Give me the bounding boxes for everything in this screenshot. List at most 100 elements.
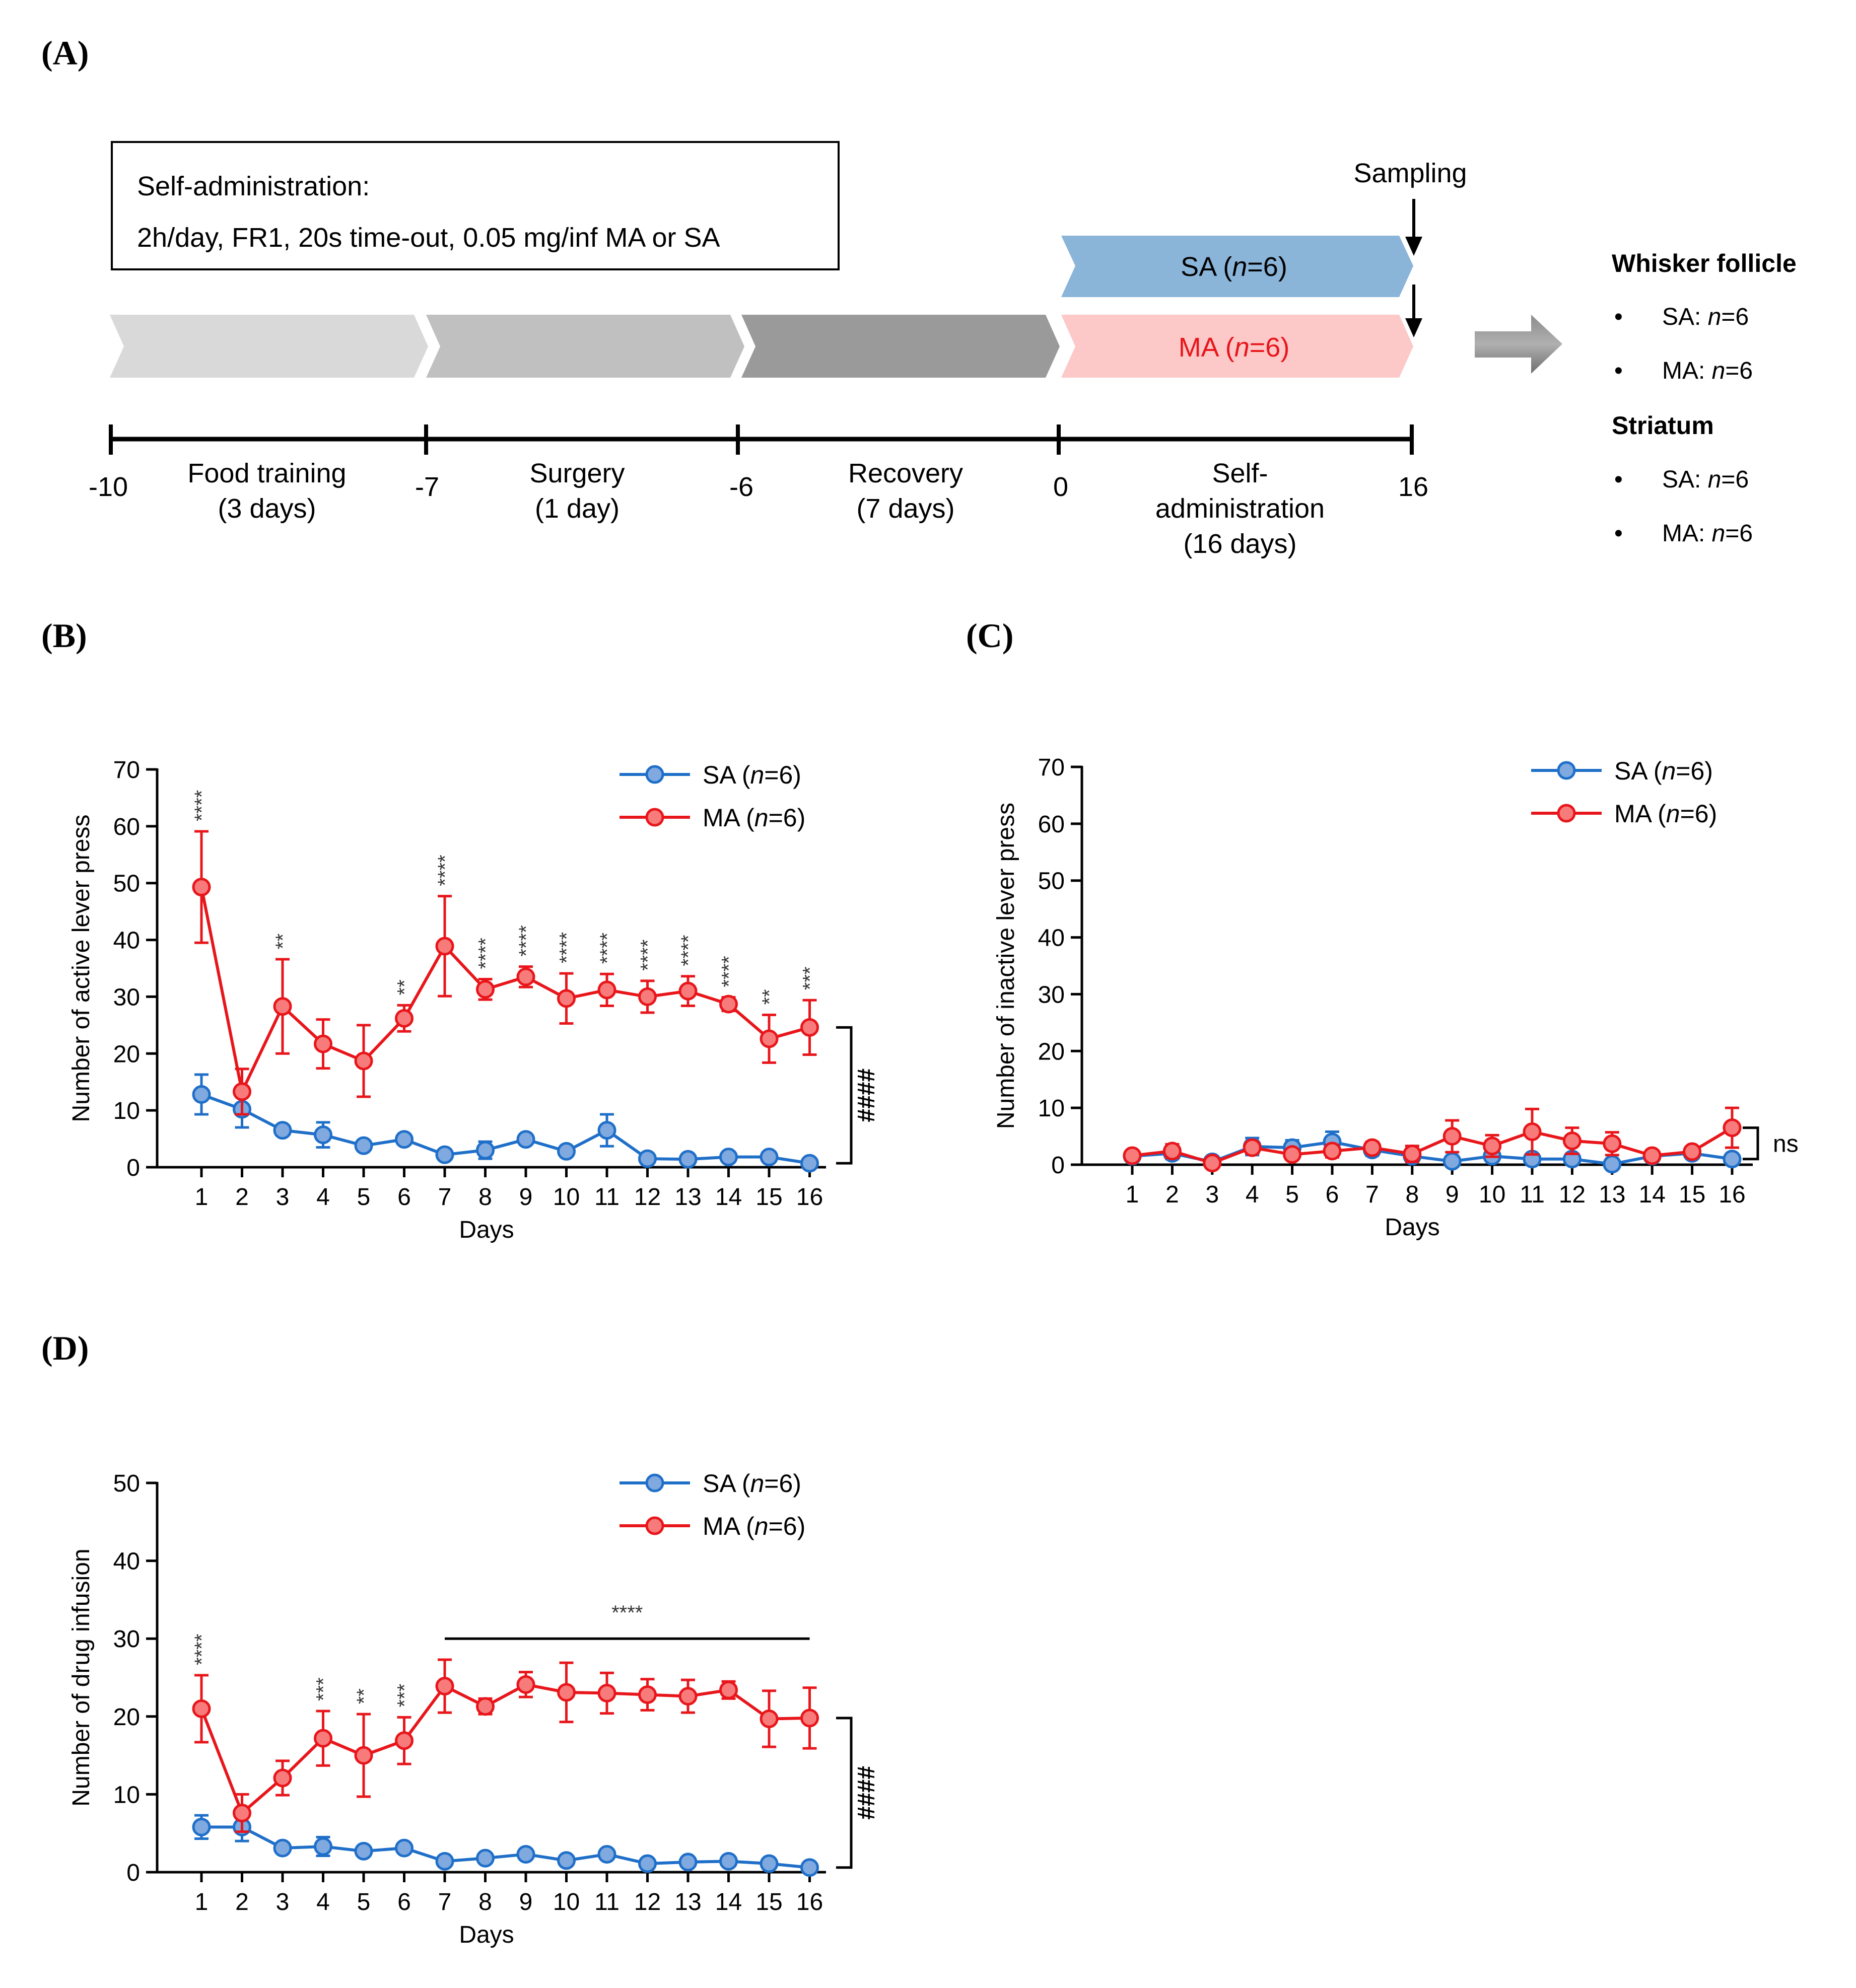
legend-sa-label: SA (n=6) <box>703 1469 801 1498</box>
to-sampling-arrow-icon <box>1475 315 1562 374</box>
x-tick-label: 3 <box>276 1889 290 1915</box>
y-tick-label: 0 <box>126 1155 140 1181</box>
ma-data-point <box>1642 1146 1662 1165</box>
phase-duration: (7 days) <box>856 493 954 524</box>
x-tick-label: 11 <box>1520 1181 1545 1208</box>
significance-stars: **** <box>718 956 740 987</box>
x-tick-label: 1 <box>195 1184 209 1211</box>
sa-data-point <box>719 1148 738 1167</box>
phase-duration: (1 day) <box>535 493 620 524</box>
y-tick-label: 70 <box>1038 754 1065 781</box>
ma-data-point <box>760 1709 779 1728</box>
sample-group-title: Striatum <box>1612 411 1714 440</box>
legend-sa-label: SA (n=6) <box>1614 757 1713 785</box>
ma-data-point <box>719 995 738 1014</box>
sampling-label: Sampling <box>1353 158 1467 188</box>
ma-arrow-label: MA (n=6) <box>1179 332 1290 363</box>
sa-data-point <box>597 1121 616 1140</box>
panel-label: (D) <box>41 1329 89 1367</box>
y-tick-label: 40 <box>113 1548 140 1575</box>
significance-stars: *** <box>313 1677 335 1701</box>
sample-count: SA: n=6 <box>1662 304 1749 330</box>
ma-data-point <box>395 1009 414 1028</box>
phase-label: Surgery <box>529 458 625 488</box>
sa-data-point <box>476 1849 495 1868</box>
x-tick-label: 9 <box>1446 1181 1459 1208</box>
ma-data-point <box>557 989 576 1008</box>
timeline <box>109 424 1414 455</box>
x-tick-label: 11 <box>594 1889 620 1915</box>
ma-data-point <box>273 1768 292 1788</box>
y-tick-label: 40 <box>113 928 140 954</box>
x-tick-label: 2 <box>235 1889 249 1915</box>
ma-data-point <box>1162 1142 1182 1161</box>
x-tick-label: 15 <box>1679 1181 1705 1208</box>
legend-sa-marker <box>645 765 664 784</box>
x-tick-label: 13 <box>674 1889 701 1915</box>
panel-label: (B) <box>41 616 87 655</box>
sa-data-point <box>192 1817 211 1836</box>
ma-data-point <box>314 1034 332 1053</box>
x-tick-label: 10 <box>553 1889 580 1915</box>
legend-ma-marker <box>645 1516 664 1535</box>
x-tick-label: 2 <box>1165 1181 1179 1208</box>
significance-stars: ** <box>353 1688 375 1704</box>
y-tick-label: 50 <box>113 871 140 897</box>
sa-data-point <box>1442 1152 1462 1171</box>
y-tick-label: 50 <box>113 1470 140 1497</box>
legend-ma-label: MA (n=6) <box>703 1512 805 1540</box>
x-tick-label: 6 <box>397 1889 411 1915</box>
ma-data-point <box>233 1082 251 1101</box>
ma-data-point <box>638 987 657 1006</box>
sampling-arrow-down-icon <box>1405 199 1422 256</box>
legend-sa-marker <box>645 1473 664 1493</box>
x-tick-label: 10 <box>553 1184 580 1211</box>
significance-stars: **** <box>191 790 213 821</box>
phase-arrow-food-training <box>110 315 428 378</box>
significance-stars: **** <box>677 935 700 966</box>
x-tick-label: 14 <box>715 1889 742 1915</box>
x-tick-label: 16 <box>796 1889 823 1915</box>
significance-stars: **** <box>515 925 537 956</box>
significance-stars: ** <box>272 934 294 949</box>
protocol-box <box>111 141 840 270</box>
x-tick-label: 13 <box>1599 1181 1625 1208</box>
ma-data-point <box>800 1018 819 1037</box>
ma-data-point <box>1123 1146 1142 1165</box>
bullet: • <box>1614 520 1623 547</box>
ma-data-point <box>1442 1127 1462 1146</box>
x-tick-label: 9 <box>519 1184 533 1211</box>
ma-data-point <box>476 1697 495 1716</box>
y-tick-label: 0 <box>126 1860 140 1886</box>
ma-data-point <box>314 1729 332 1748</box>
ma-data-point <box>638 1685 657 1705</box>
significance-stars: **** <box>475 938 497 969</box>
ma-data-point <box>597 1683 616 1702</box>
bullet: • <box>1614 466 1623 493</box>
y-tick-label: 20 <box>113 1041 140 1068</box>
ma-data-point <box>1483 1137 1502 1156</box>
ma-data-point <box>597 980 616 1000</box>
sa-data-point <box>800 1154 819 1173</box>
sa-data-point <box>273 1121 292 1140</box>
legend-sa-label: SA (n=6) <box>703 761 801 789</box>
ma-data-point <box>1523 1122 1542 1142</box>
x-tick-label: 4 <box>1246 1181 1259 1208</box>
significance-stars: **** <box>191 1634 213 1665</box>
protocol-box-detail: 2h/day, FR1, 20s time-out, 0.05 mg/inf M… <box>137 223 720 253</box>
x-tick-label: 12 <box>1559 1181 1586 1208</box>
ma-data-point <box>1362 1138 1382 1157</box>
ma-data-point <box>719 1680 738 1699</box>
y-axis-title: Number of active lever press <box>68 815 95 1122</box>
ma-series-line <box>200 887 810 1097</box>
ma-data-point <box>1283 1145 1302 1164</box>
significance-stars: ** <box>759 989 781 1005</box>
sample-count: SA: n=6 <box>1662 466 1749 493</box>
y-tick-label: 30 <box>113 1626 140 1653</box>
y-tick-label: 0 <box>1051 1152 1065 1179</box>
y-tick-label: 20 <box>113 1704 140 1731</box>
ma-data-point <box>435 1677 454 1696</box>
x-tick-label: 4 <box>316 1184 330 1211</box>
